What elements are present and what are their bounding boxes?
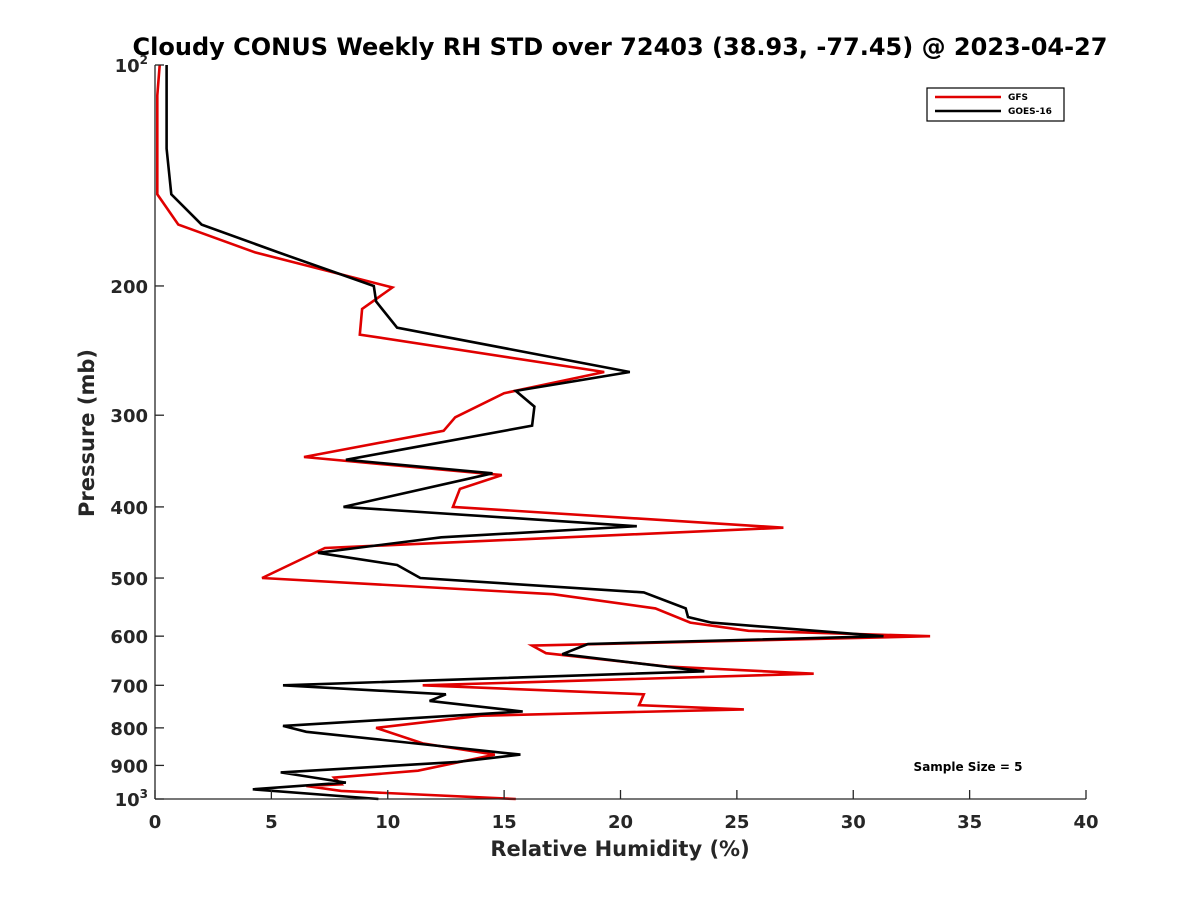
y-tick-label: 400	[110, 498, 148, 519]
x-tick-label: 25	[724, 812, 749, 833]
y-tick-label: 102	[115, 53, 148, 77]
series-layer	[156, 64, 931, 801]
series-line-goes16	[165, 65, 884, 801]
x-tick-label: 20	[608, 812, 633, 833]
axes-layer	[154, 65, 1086, 800]
y-tick-label: 600	[110, 627, 148, 648]
legend-box	[926, 87, 1065, 122]
x-tick-label: 15	[492, 812, 517, 833]
x-tick-label: 30	[841, 812, 866, 833]
y-tick-label: 300	[110, 406, 148, 427]
x-tick-label: 35	[957, 812, 982, 833]
sample-size-annotation: Sample Size = 5	[914, 760, 1023, 774]
ticks-layer: 0 5 10 15 20 25 30 35 40 102 200 300 400 500 600 700 800…	[110, 53, 1098, 833]
x-tick-label: 5	[265, 812, 278, 833]
y-axis-label: Pressure (mb)	[75, 349, 99, 517]
x-axis-label: Relative Humidity (%)	[490, 837, 749, 861]
x-tick-label: 10	[375, 812, 400, 833]
y-tick-label: 800	[110, 719, 148, 740]
y-tick-label: 900	[110, 756, 148, 777]
y-tick-label: 103	[115, 787, 148, 811]
chart-title: Cloudy CONUS Weekly RH STD over 72403 (3…	[133, 33, 1108, 61]
legend-label-gfs: GFS	[1008, 93, 1028, 103]
y-tick-label: 500	[110, 569, 148, 590]
y-tick-label: 200	[110, 277, 148, 298]
legend-label-goes16: GOES-16	[1008, 107, 1052, 117]
x-tick-label: 40	[1073, 812, 1098, 833]
legend: GFS GOES-16	[926, 87, 1065, 122]
y-tick-label: 700	[110, 676, 148, 697]
x-tick-label: 0	[149, 812, 162, 833]
series-line-gfs	[156, 64, 931, 801]
